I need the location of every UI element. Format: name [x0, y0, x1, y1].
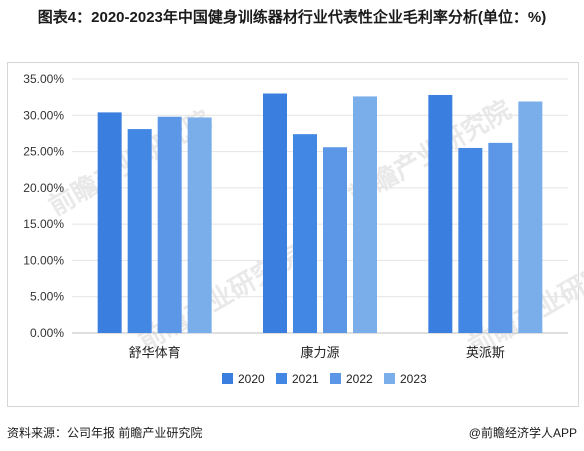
bar — [353, 96, 377, 333]
bar — [518, 101, 543, 333]
legend-label: 2021 — [292, 372, 319, 386]
bar-chart: 0.00% 5.00% 10.00% 15.00% 20.00% 25.00% 30.00%… — [23, 72, 568, 386]
bar — [263, 93, 287, 333]
bar — [428, 94, 453, 333]
bar — [187, 117, 212, 333]
y-tick-label: 0.00% — [30, 326, 64, 340]
y-tick-label: 20.00% — [23, 181, 64, 195]
bar — [157, 116, 182, 333]
y-tick-label: 15.00% — [23, 217, 64, 231]
x-tick-label: 英派斯 — [466, 345, 505, 360]
page-title: 图表4：2020-2023年中国健身训练器材行业代表性企业毛利率分析(单位：%) — [37, 9, 547, 26]
x-tick-label: 舒华体育 — [129, 345, 181, 360]
legend-label: 2022 — [346, 372, 373, 386]
legend-label: 2020 — [238, 372, 265, 386]
legend-swatch — [330, 373, 341, 384]
x-tick-label: 康力源 — [300, 345, 339, 360]
bar — [293, 134, 317, 333]
bar — [127, 129, 152, 333]
legend-label: 2023 — [400, 372, 427, 386]
source-note: 资料来源：公司年报 前瞻产业研究院 — [7, 426, 203, 440]
legend-swatch — [222, 373, 233, 384]
legend-swatch — [384, 373, 395, 384]
legend-swatch — [276, 373, 287, 384]
chart-panel: 前瞻产业研究院 前瞻产业研究院 前瞻产业研究院 前瞻产业研究院 0.00%5.0… — [7, 62, 584, 407]
bar — [97, 112, 122, 333]
y-tick-label: 5.00% — [30, 290, 64, 304]
y-tick-label: 30.00% — [23, 108, 64, 122]
y-tick-label: 10.00% — [23, 253, 64, 267]
y-tick-label: 25.00% — [23, 145, 64, 159]
bar — [488, 142, 513, 333]
brand-label: @前瞻经济学人APP — [468, 426, 577, 440]
y-tick-label: 35.00% — [23, 72, 64, 86]
bar — [323, 147, 347, 333]
bar — [458, 147, 483, 333]
